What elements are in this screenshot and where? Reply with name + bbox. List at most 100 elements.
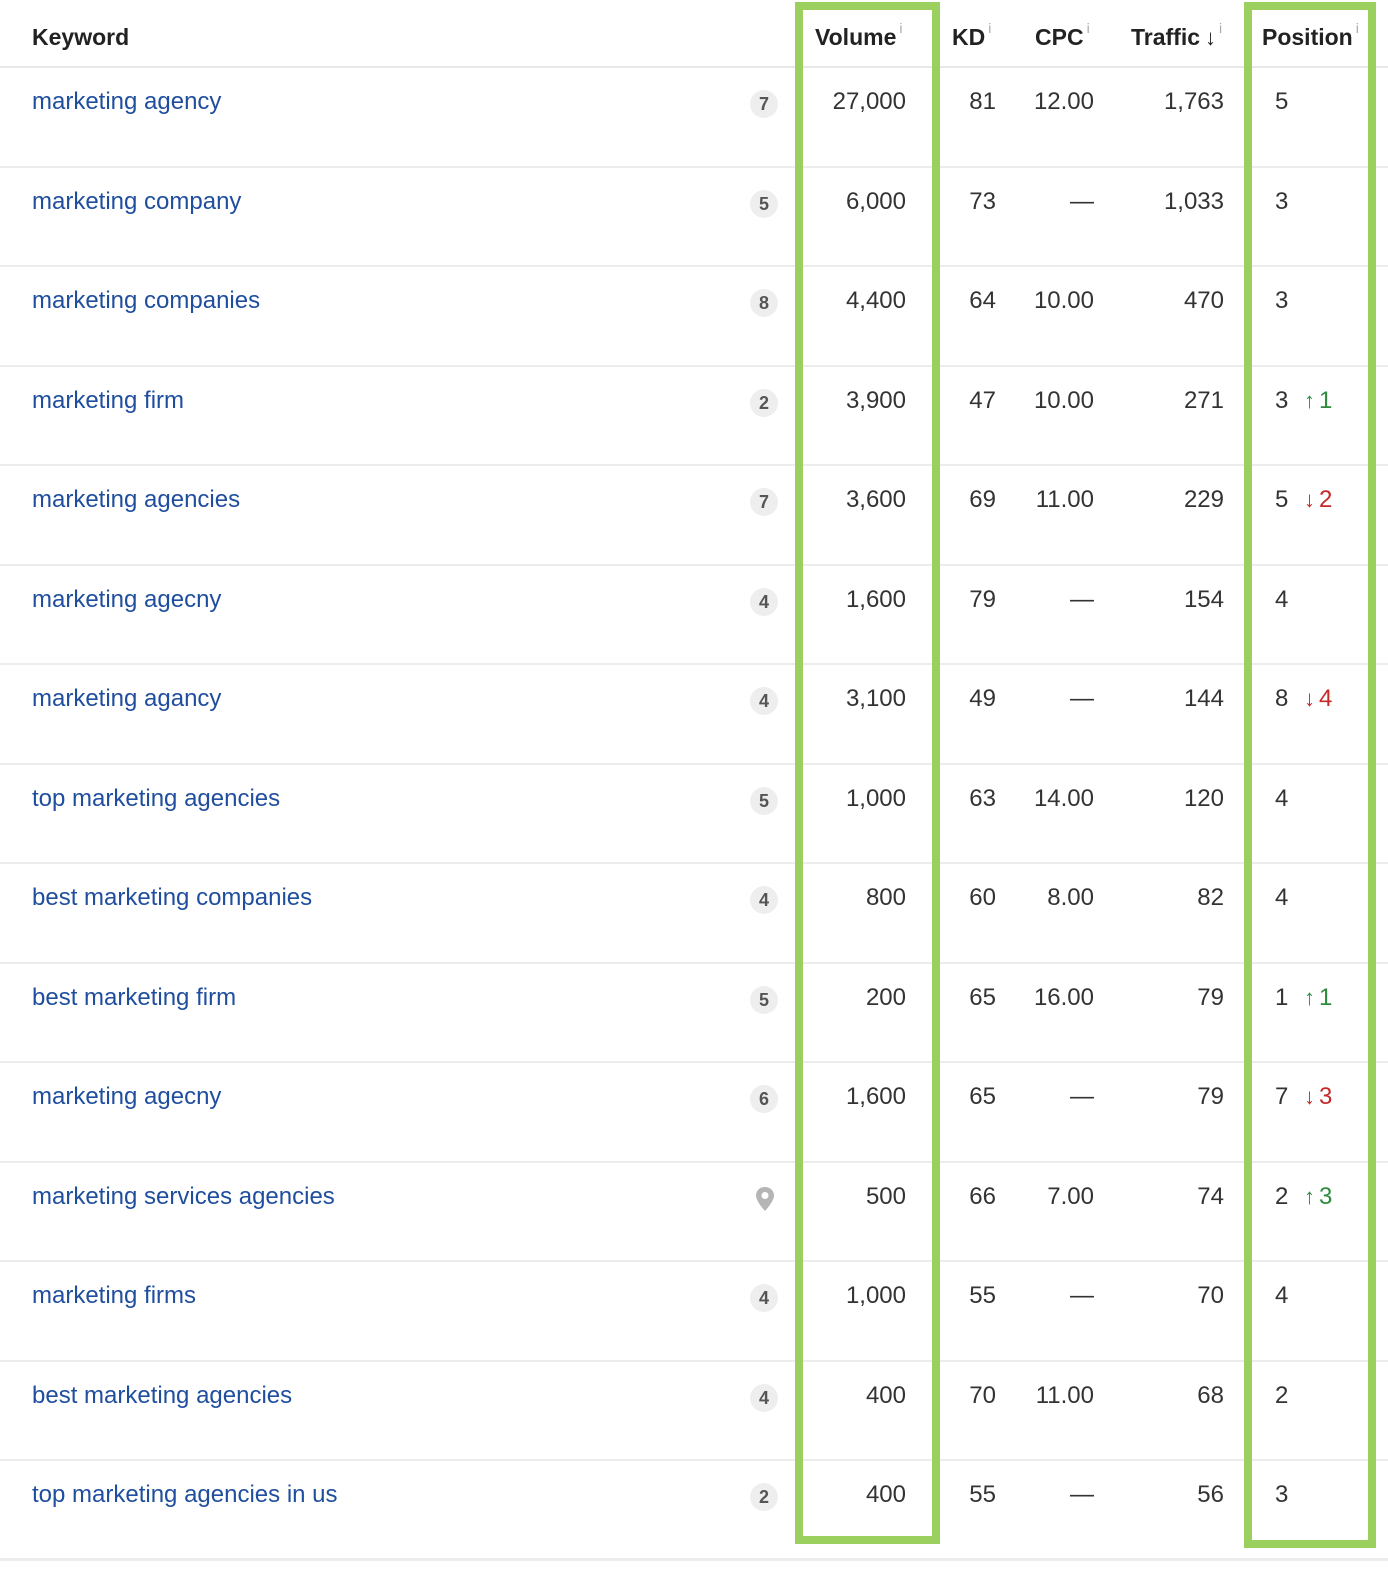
info-icon[interactable]: i xyxy=(988,20,992,36)
volume-value: 400 xyxy=(865,1481,906,1508)
table-row: marketing agecny 4 1,600 79 — 154 4 xyxy=(0,566,1388,665)
position-value: 3 xyxy=(1275,287,1289,314)
keyword-link[interactable]: marketing firm xyxy=(32,386,185,414)
serp-features-badge[interactable]: 5 xyxy=(750,985,778,1014)
keyword-link[interactable]: marketing agecny xyxy=(32,1083,222,1110)
position-value: 3 xyxy=(1275,1481,1289,1508)
column-header-label: Traffic xyxy=(1131,24,1201,50)
position-value: 2 xyxy=(1275,1182,1289,1210)
table-row: marketing firms 4 1,000 55 — 70 4 xyxy=(0,1262,1388,1362)
keyword-link[interactable]: best marketing firm xyxy=(32,983,237,1011)
position-change: ↑ 1 xyxy=(1304,385,1332,417)
traffic-value[interactable]: 74 xyxy=(1197,1182,1224,1210)
traffic-value[interactable]: 271 xyxy=(1183,386,1224,414)
kd-value: 70 xyxy=(969,1381,996,1409)
kd-value: 47 xyxy=(969,386,996,414)
volume-value: 1,600 xyxy=(845,1083,906,1110)
volume-value: 800 xyxy=(865,884,906,911)
arrow-up-icon: ↑ xyxy=(1304,387,1315,413)
table-row: marketing agecny 6 1,600 65 — 79 7 ↓ 3 xyxy=(0,1063,1388,1163)
traffic-value[interactable]: 82 xyxy=(1197,884,1224,911)
keyword-link[interactable]: marketing companies xyxy=(32,287,261,314)
keyword-link[interactable]: marketing agecny xyxy=(32,585,222,613)
info-icon[interactable]: i xyxy=(1086,20,1090,36)
position-value: 4 xyxy=(1275,784,1289,812)
keyword-link[interactable]: marketing agencies xyxy=(32,486,241,513)
serp-features-badge[interactable]: 7 xyxy=(750,488,778,516)
keyword-link[interactable]: marketing agancy xyxy=(32,685,222,712)
traffic-value[interactable]: 70 xyxy=(1197,1282,1224,1309)
cpc-value: 11.00 xyxy=(1035,486,1094,513)
keyword-link[interactable]: top marketing agencies xyxy=(32,784,281,812)
column-header-label: Volume xyxy=(815,24,897,50)
keyword-link[interactable]: marketing company xyxy=(32,187,242,215)
kd-value: 79 xyxy=(969,585,996,613)
column-header-volume[interactable]: Volume i xyxy=(815,20,903,55)
serp-features-badge[interactable]: 6 xyxy=(750,1085,778,1113)
table-row: best marketing companies 4 800 60 8.00 82 4 xyxy=(0,864,1388,964)
position-change-value: 2 xyxy=(1319,486,1333,513)
volume-value: 3,900 xyxy=(845,386,906,414)
cpc-value: 7.00 xyxy=(1047,1182,1094,1210)
position-value: 4 xyxy=(1275,884,1289,911)
volume-value: 1,000 xyxy=(845,784,906,812)
serp-features-badge[interactable]: 5 xyxy=(750,786,778,815)
kd-value: 66 xyxy=(969,1182,996,1210)
location-pin-icon[interactable] xyxy=(752,1185,778,1213)
serp-features-badge[interactable]: 2 xyxy=(750,388,778,417)
table-row: marketing company 5 6,000 73 — 1,033 3 xyxy=(0,168,1388,267)
traffic-value[interactable]: 68 xyxy=(1197,1381,1224,1409)
keyword-link[interactable]: top marketing agencies in us xyxy=(32,1481,338,1508)
volume-value: 6,000 xyxy=(845,187,906,215)
keyword-link[interactable]: marketing firms xyxy=(32,1282,197,1309)
position-value: 1 xyxy=(1275,983,1289,1011)
position-value: 2 xyxy=(1275,1381,1289,1409)
table-row: marketing agency 7 27,000 81 12.00 1,763 5 xyxy=(0,68,1388,168)
volume-value: 1,000 xyxy=(845,1282,906,1309)
column-header-kd[interactable]: KD i xyxy=(952,20,992,55)
volume-value: 4,400 xyxy=(845,287,906,314)
volume-value: 200 xyxy=(865,983,906,1011)
serp-features-badge[interactable]: 4 xyxy=(750,687,778,715)
info-icon[interactable]: i xyxy=(1219,20,1223,36)
cpc-value: — xyxy=(1070,1481,1094,1508)
traffic-value[interactable]: 1,033 xyxy=(1163,187,1224,215)
serp-features-badge[interactable]: 4 xyxy=(750,1383,778,1412)
position-change: ↑ 3 xyxy=(1304,1181,1332,1213)
position-change-value: 3 xyxy=(1319,1182,1333,1210)
cpc-value: 14.00 xyxy=(1033,784,1094,812)
divider xyxy=(0,1558,1388,1560)
column-header-position[interactable]: Position i xyxy=(1262,20,1359,55)
column-header-label: Position xyxy=(1262,24,1353,50)
position-change-value: 1 xyxy=(1319,983,1333,1011)
traffic-value[interactable]: 1,763 xyxy=(1163,88,1224,115)
keyword-link[interactable]: marketing services agencies xyxy=(32,1182,335,1210)
traffic-value[interactable]: 229 xyxy=(1183,486,1224,513)
column-header-traffic[interactable]: Traffic ↓ i xyxy=(1131,20,1223,55)
traffic-value[interactable]: 470 xyxy=(1183,287,1224,314)
serp-features-badge[interactable]: 4 xyxy=(750,587,778,616)
serp-features-badge[interactable]: 4 xyxy=(750,886,778,914)
position-value: 5 xyxy=(1275,486,1289,513)
column-header-keyword[interactable]: Keyword xyxy=(32,22,129,52)
traffic-value[interactable]: 144 xyxy=(1183,685,1224,712)
table-row: marketing companies 8 4,400 64 10.00 470 3 xyxy=(0,267,1388,367)
column-header-cpc[interactable]: CPC i xyxy=(1035,20,1090,55)
traffic-value[interactable]: 79 xyxy=(1197,1083,1224,1110)
traffic-value[interactable]: 154 xyxy=(1183,585,1224,613)
serp-features-badge[interactable]: 8 xyxy=(750,289,778,317)
keyword-link[interactable]: marketing agency xyxy=(32,88,222,115)
serp-features-badge[interactable]: 4 xyxy=(750,1284,778,1312)
sort-descending-icon[interactable]: ↓ xyxy=(1205,25,1217,50)
info-icon[interactable]: i xyxy=(1355,20,1359,36)
traffic-value[interactable]: 120 xyxy=(1183,784,1224,812)
serp-features-badge[interactable]: 7 xyxy=(750,90,778,118)
keyword-link[interactable]: best marketing companies xyxy=(32,884,313,911)
keyword-link[interactable]: best marketing agencies xyxy=(32,1381,293,1409)
traffic-value[interactable]: 79 xyxy=(1197,983,1224,1011)
kd-value: 73 xyxy=(969,187,996,215)
serp-features-badge[interactable]: 2 xyxy=(750,1483,778,1511)
info-icon[interactable]: i xyxy=(899,20,903,36)
traffic-value[interactable]: 56 xyxy=(1197,1481,1224,1508)
serp-features-badge[interactable]: 5 xyxy=(750,189,778,218)
